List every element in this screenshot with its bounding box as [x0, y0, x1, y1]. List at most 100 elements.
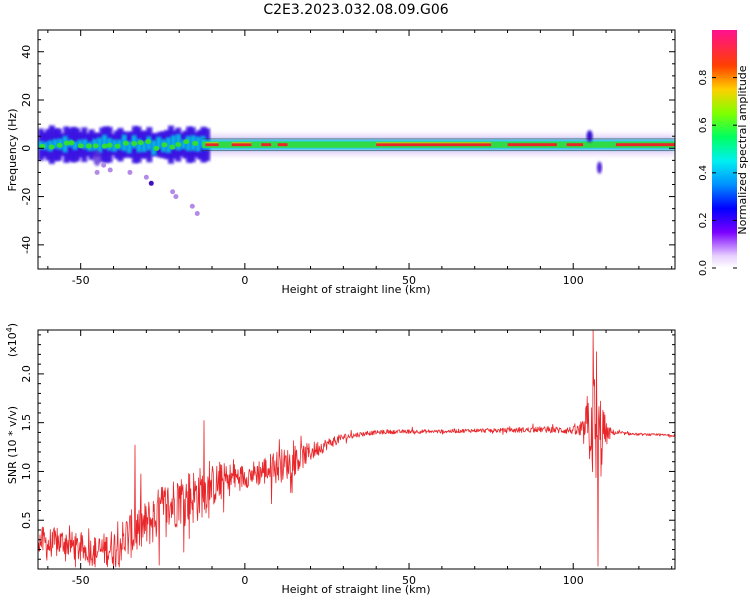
- snr-y-tick-label: 2.0: [20, 365, 33, 383]
- spectrogram-cell: [153, 145, 160, 151]
- spectrogram-cell: [42, 141, 48, 150]
- spectrogram-cell: [170, 189, 176, 195]
- spectrogram-cell: [82, 139, 88, 150]
- spectrogram-x-tick-label: 100: [563, 274, 584, 287]
- spectrogram-cell: [175, 141, 182, 147]
- spectrogram-cell: [68, 140, 75, 146]
- colorbar-tick-label: 0.2: [698, 212, 709, 228]
- spectrogram-cell: [192, 140, 199, 146]
- spectrogram-cell: [148, 180, 154, 186]
- colorbar-tick-label: 0.4: [698, 165, 709, 181]
- colorbar-tick-label: 0.0: [698, 260, 709, 276]
- snr-scale-label: (x104): [5, 323, 19, 357]
- spectrogram-cell: [170, 135, 176, 150]
- spectrogram-cell: [136, 138, 142, 153]
- snr-series-line: [38, 330, 675, 568]
- spectrogram-cell: [39, 143, 46, 149]
- colorbar-ticks: 0.0 0.2 0.4 0.6 0.8: [698, 70, 737, 276]
- spectrogram-cell: [169, 144, 176, 150]
- spectrogram-cell: [97, 137, 103, 154]
- spectrogram-cell: [156, 136, 162, 149]
- spectrogram-y-tick-label: 40: [20, 45, 33, 59]
- spectrogram-cell: [101, 143, 108, 149]
- spectrogram-cell: [102, 134, 108, 149]
- snr-x-tick-label: 100: [563, 574, 584, 587]
- spectrogram-core-segment: [261, 143, 272, 147]
- spectrogram-cell: [63, 140, 70, 146]
- colorbar-tick-label: 0.6: [698, 117, 709, 133]
- spectrogram-cell: [137, 140, 144, 146]
- snr-frame: [37, 329, 676, 570]
- snr-y-tick-label: 0.5: [20, 511, 33, 529]
- spectrogram-x-tick-label: 0: [241, 274, 248, 287]
- spectrogram-core-segment: [507, 143, 557, 147]
- spectrogram-cell: [180, 139, 186, 150]
- spectrogram-cell: [596, 161, 602, 174]
- spectrogram-panel: -50 0 50 100 40 20 0 -20 -40 Height of straight …: [6, 29, 676, 296]
- spectrogram-cell: [145, 139, 152, 145]
- snr-y-tick-label: 1.5: [20, 414, 33, 432]
- spectrogram-cell: [77, 139, 83, 148]
- colorbar-gradient: [712, 30, 737, 268]
- spectrogram-cell: [52, 139, 58, 149]
- spectrogram-cell: [94, 169, 100, 175]
- spectrogram-cell: [131, 141, 138, 147]
- spectrogram-cell: [72, 141, 78, 150]
- spectrogram-y-tick-label: -20: [20, 188, 33, 206]
- spectrogram-core-segment: [615, 143, 675, 147]
- spectrogram-frame: [37, 29, 676, 270]
- snr-x-tick-label: -50: [72, 574, 90, 587]
- snr-x-tick-label: 50: [402, 574, 416, 587]
- spectrogram-cell: [126, 140, 132, 154]
- snr-x-tick-label: 0: [241, 574, 248, 587]
- colorbar: 0.0 0.2 0.4 0.6 0.8 Normalized spectral ampl…: [698, 30, 749, 276]
- spectrogram-cell: [127, 169, 133, 175]
- chart-title: C2E3.2023.032.08.09.G06: [263, 2, 448, 18]
- spectrogram-core-edge: [231, 142, 252, 144]
- spectrogram-heatmap: [38, 125, 675, 216]
- spectrogram-y-tick-label: 20: [20, 93, 33, 107]
- spectrogram-cell: [48, 144, 55, 150]
- spectrogram-cell: [586, 130, 593, 143]
- colorbar-tick-label: 0.8: [698, 70, 709, 86]
- spectrogram-cell: [161, 142, 168, 148]
- spectrogram-core-edge: [376, 142, 492, 144]
- spectrogram-core-segment: [376, 143, 492, 147]
- spectrogram-cell: [107, 167, 113, 173]
- spectrogram-y-axis-label: Frequency (Hz): [6, 109, 19, 192]
- spectrogram-x-tick-label: 50: [402, 274, 416, 287]
- snr-y-axis-label: SNR (10 * v/v): [6, 406, 19, 484]
- spectrogram-cell: [93, 149, 102, 166]
- spectrogram-core-segment: [205, 143, 219, 147]
- spectrogram-y-tick-label: -40: [20, 236, 33, 254]
- spectrogram-core-segment: [277, 143, 288, 147]
- spectrogram-core-segment: [231, 143, 252, 147]
- spectrogram-cell: [189, 203, 195, 209]
- spectrogram-cell: [194, 210, 200, 216]
- snr-panel: -50 0 50 100 0.5 1.0 1.5 2.0 Height of straight…: [5, 323, 676, 596]
- spectrogram-cell: [166, 137, 172, 153]
- spectrogram-cell: [77, 143, 84, 149]
- snr-x-axis-label: Height of straight line (km): [281, 583, 430, 596]
- snr-y-tick-label: 1.0: [20, 463, 33, 481]
- spectrogram-cell: [183, 139, 190, 145]
- spectrogram-core-segment: [566, 143, 584, 147]
- spectrogram-cell: [143, 174, 149, 180]
- spectrogram-cell: [173, 194, 179, 200]
- spectrogram-cell: [106, 142, 113, 148]
- spectrogram-cell: [141, 140, 147, 153]
- spectrogram-ticks: -50 0 50 100 40 20 0 -20 -40: [20, 30, 675, 287]
- spectrogram-x-tick-label: -50: [72, 274, 90, 287]
- spectrogram-cell: [111, 139, 117, 152]
- spectrogram-cell: [114, 143, 121, 149]
- spectrogram-cell: [122, 140, 129, 146]
- spectrogram-y-tick-label: 0: [20, 145, 33, 152]
- snr-ticks: -50 0 50 100 0.5 1.0 1.5 2.0: [20, 330, 675, 587]
- spectrogram-cell: [92, 143, 99, 149]
- colorbar-label: Normalized spectral amplitude: [736, 65, 749, 234]
- spectrogram-cell: [101, 162, 107, 168]
- spectrogram-cell: [56, 142, 63, 148]
- spectrogram-x-axis-label: Height of straight line (km): [281, 283, 430, 296]
- spectrogram-cell: [85, 143, 92, 149]
